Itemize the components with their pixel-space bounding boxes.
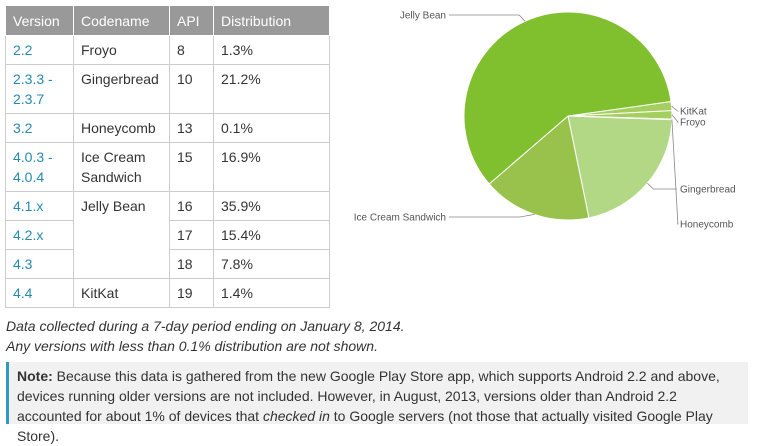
table-row: 2.2 Froyo 8 1.3%	[5, 35, 330, 65]
codename-cell: Honeycomb	[73, 113, 170, 143]
table-row: 4.0.3 - 4.0.4 Ice Cream Sandwich 15 16.9…	[5, 142, 330, 192]
distribution-cell: 0.1%	[213, 113, 330, 143]
column-header-api: API	[169, 6, 214, 36]
footnote: Data collected during a 7-day period end…	[6, 316, 405, 356]
table-header-row: Version Codename API Distribution	[5, 6, 330, 36]
distribution-cell: 16.9%	[213, 142, 330, 192]
api-cell: 13	[169, 113, 214, 143]
api-cell: 10	[169, 64, 214, 114]
pie-label: Ice Cream Sandwich	[354, 213, 446, 224]
note-emphasis: checked in	[262, 408, 330, 424]
version-link[interactable]: 4.0.3 - 4.0.4	[5, 142, 74, 192]
codename-cell: KitKat	[73, 278, 170, 308]
pie-leader-line	[449, 14, 526, 22]
api-cell: 15	[169, 142, 214, 192]
pie-leader-line	[671, 105, 679, 112]
pie-label: Jelly Bean	[400, 11, 446, 22]
pie-label: Froyo	[680, 118, 706, 129]
note-text: Because this data is gathered from the n…	[17, 368, 720, 424]
table-row: 2.3.3 - 2.3.7 Gingerbread 10 21.2%	[5, 64, 330, 114]
pie-label: KitKat	[680, 107, 707, 118]
pie-leader-line	[671, 114, 679, 123]
table-row: 4.2.x 17 15.4%	[5, 220, 330, 250]
codename-cell: Gingerbread	[73, 64, 170, 114]
distribution-cell: 1.4%	[213, 278, 330, 308]
pie-label: Honeycomb	[680, 220, 734, 231]
api-cell: 19	[169, 278, 214, 308]
pie-leader-line	[647, 182, 677, 190]
footnote-line: Data collected during a 7-day period end…	[6, 318, 405, 334]
codename-cell: Jelly Bean	[73, 191, 170, 279]
note-label: Note:	[17, 368, 53, 384]
version-link[interactable]: 2.2	[5, 35, 74, 65]
distribution-cell: 35.9%	[213, 191, 330, 221]
table-row: 4.4 KitKat 19 1.4%	[5, 278, 330, 308]
pie-slice-gingerbread	[567, 115, 673, 219]
version-link[interactable]: 4.3	[5, 249, 74, 279]
codename-cell: Froyo	[73, 35, 170, 65]
table-row: 3.2 Honeycomb 13 0.1%	[5, 113, 330, 143]
api-cell: 18	[169, 249, 214, 279]
column-header-version: Version	[5, 6, 74, 36]
column-header-distribution: Distribution	[213, 6, 330, 36]
api-cell: 16	[169, 191, 214, 221]
table-row: 4.3 18 7.8%	[5, 249, 330, 279]
codename-cell: Ice Cream Sandwich	[73, 142, 170, 192]
version-link[interactable]: 4.4	[5, 278, 74, 308]
pie-leader-line	[671, 119, 679, 225]
distribution-table: Version Codename API Distribution 2.2 Fr…	[5, 6, 330, 308]
note-box: Note: Because this data is gathered from…	[6, 362, 748, 444]
version-link[interactable]: 4.2.x	[5, 220, 74, 250]
pie-leader-line	[449, 214, 535, 218]
api-cell: 8	[169, 35, 214, 65]
distribution-cell: 7.8%	[213, 249, 330, 279]
distribution-cell: 15.4%	[213, 220, 330, 250]
distribution-cell: 21.2%	[213, 64, 330, 114]
version-link[interactable]: 3.2	[5, 113, 74, 143]
table-row: 4.1.x Jelly Bean 16 35.9%	[5, 191, 330, 279]
version-link[interactable]: 4.1.x	[5, 191, 74, 221]
pie-label: Gingerbread	[680, 185, 736, 196]
footnote-line: Any versions with less than 0.1% distrib…	[6, 338, 378, 354]
version-link[interactable]: 2.3.3 - 2.3.7	[5, 64, 74, 114]
distribution-cell: 1.3%	[213, 35, 330, 65]
column-header-codename: Codename	[73, 6, 170, 36]
api-cell: 17	[169, 220, 214, 250]
